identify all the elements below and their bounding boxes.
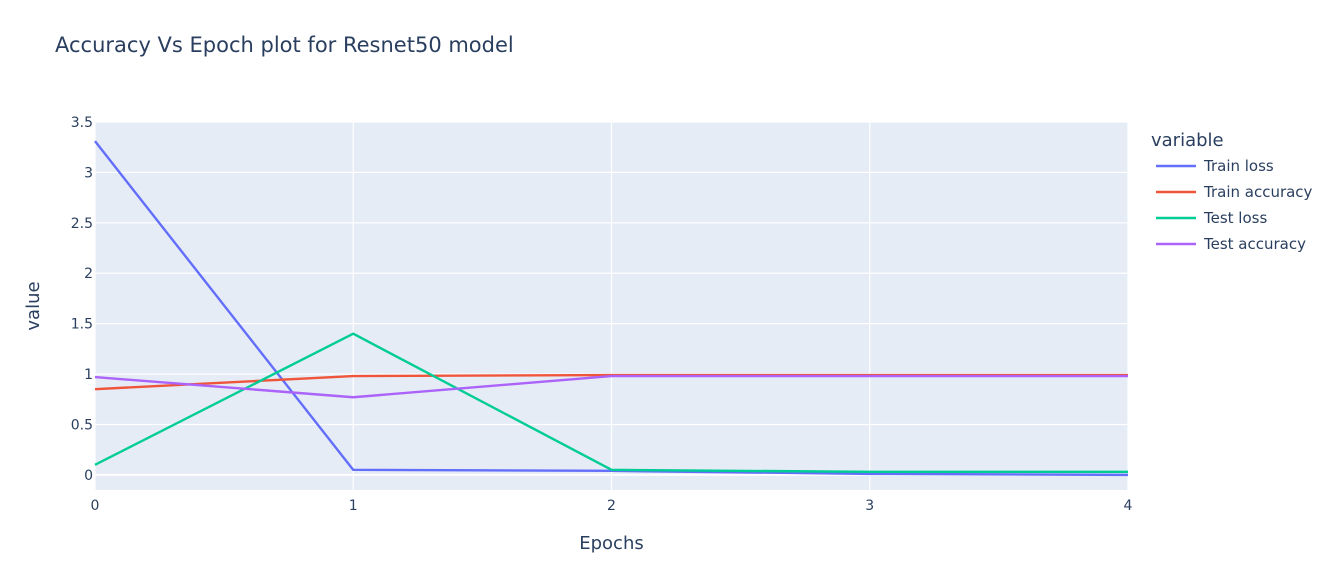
y-tick-label: 2.5 [71,216,93,232]
x-tick-label: 3 [865,498,874,514]
grid [94,121,1129,490]
x-tick-label: 4 [1124,498,1133,514]
legend-items: Train loss Train accuracy Test loss Test ac… [1156,157,1313,253]
y-tick-label: 0.5 [71,417,93,433]
x-tick-label: 0 [91,498,100,514]
legend-label: Train loss [1203,157,1274,175]
series-line-test-loss [94,332,1128,474]
legend-label: Train accuracy [1203,183,1313,201]
y-tick-label: 2 [84,266,93,282]
y-tick-label: 1 [84,367,93,383]
x-axis-title: Epochs [579,533,644,554]
y-tick-label: 3.5 [71,115,93,131]
series-line-test-accuracy [94,374,1128,399]
y-tick-label: 3 [84,165,93,181]
x-tick-label: 2 [607,498,616,514]
x-tick-label: 1 [349,498,358,514]
y-tick-label: 1.5 [71,317,93,333]
y-axis-title: value [23,281,44,330]
axis-ticks: 0 1 2 3 4 0 0.5 1 1.5 2 2.5 3 3.5 [71,115,1133,514]
legend-title: variable [1151,130,1224,151]
legend-label: Test accuracy [1203,235,1306,253]
y-tick-label: 0 [84,468,93,484]
series-lines [94,140,1129,477]
chart-title: Accuracy Vs Epoch plot for Resnet50 mode… [55,33,514,57]
legend: variable Train loss Train accuracy Test lo… [1151,130,1313,253]
legend-label: Test loss [1203,209,1267,227]
